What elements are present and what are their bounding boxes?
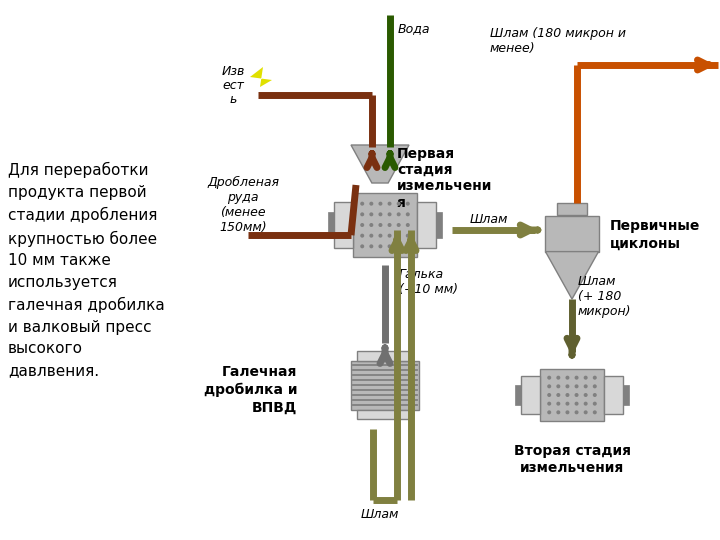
Text: Первичные
циклоны: Первичные циклоны xyxy=(610,219,701,251)
Circle shape xyxy=(575,402,579,406)
Bar xyxy=(436,212,442,238)
Bar xyxy=(351,361,419,409)
Bar xyxy=(357,352,413,361)
Circle shape xyxy=(584,384,588,388)
Circle shape xyxy=(547,393,552,397)
Circle shape xyxy=(360,201,364,206)
Bar xyxy=(540,369,604,421)
Circle shape xyxy=(379,244,382,248)
Bar xyxy=(334,202,353,248)
Circle shape xyxy=(379,234,382,238)
Text: Галька
(+10 мм): Галька (+10 мм) xyxy=(399,268,458,296)
Circle shape xyxy=(360,223,364,227)
Circle shape xyxy=(575,393,579,397)
Circle shape xyxy=(557,376,560,380)
Circle shape xyxy=(397,223,400,227)
Bar xyxy=(417,202,436,248)
Bar xyxy=(515,384,521,406)
Circle shape xyxy=(547,384,552,388)
Bar xyxy=(546,215,598,252)
Circle shape xyxy=(565,376,570,380)
Circle shape xyxy=(397,212,400,217)
Text: Шлам: Шлам xyxy=(470,213,508,226)
Circle shape xyxy=(547,402,552,406)
Circle shape xyxy=(557,384,560,388)
Polygon shape xyxy=(351,145,409,183)
Circle shape xyxy=(369,234,374,238)
Circle shape xyxy=(387,234,392,238)
Circle shape xyxy=(387,212,392,217)
Circle shape xyxy=(557,402,560,406)
Circle shape xyxy=(387,223,392,227)
Circle shape xyxy=(547,376,552,380)
Text: Для переработки
продукта первой
стадии дробления
крупностью более
10 мм также
ис: Для переработки продукта первой стадии д… xyxy=(8,162,165,378)
Circle shape xyxy=(406,212,410,217)
Circle shape xyxy=(369,212,374,217)
Circle shape xyxy=(369,201,374,206)
Text: Шлам: Шлам xyxy=(361,508,399,521)
Circle shape xyxy=(575,376,579,380)
Circle shape xyxy=(565,384,570,388)
Circle shape xyxy=(584,376,588,380)
Circle shape xyxy=(584,393,588,397)
Circle shape xyxy=(593,402,597,406)
Circle shape xyxy=(360,234,364,238)
Circle shape xyxy=(406,244,410,248)
Text: Шлам (180 микрон и
менее): Шлам (180 микрон и менее) xyxy=(490,27,626,55)
Circle shape xyxy=(360,244,364,248)
Text: Галечная
дробилка и
ВПВД: Галечная дробилка и ВПВД xyxy=(204,366,297,415)
Circle shape xyxy=(593,393,597,397)
Text: Вода: Вода xyxy=(398,22,431,35)
Bar xyxy=(328,212,334,238)
Circle shape xyxy=(387,201,392,206)
Circle shape xyxy=(379,223,382,227)
Circle shape xyxy=(593,384,597,388)
Circle shape xyxy=(387,244,392,248)
Circle shape xyxy=(593,376,597,380)
Circle shape xyxy=(547,410,552,414)
Polygon shape xyxy=(546,252,598,299)
Circle shape xyxy=(565,393,570,397)
Circle shape xyxy=(575,410,579,414)
Text: Дробленая
руда
(менее
150мм): Дробленая руда (менее 150мм) xyxy=(207,176,279,234)
Circle shape xyxy=(557,393,560,397)
Circle shape xyxy=(397,201,400,206)
Bar xyxy=(604,376,623,414)
Circle shape xyxy=(406,201,410,206)
Text: Шлам
(+ 180
микрон): Шлам (+ 180 микрон) xyxy=(578,275,631,318)
Circle shape xyxy=(584,402,588,406)
Circle shape xyxy=(557,410,560,414)
Circle shape xyxy=(584,410,588,414)
Text: Изв
ест
ь: Изв ест ь xyxy=(221,65,245,106)
Polygon shape xyxy=(250,67,272,87)
Circle shape xyxy=(397,244,400,248)
Circle shape xyxy=(369,244,374,248)
Bar xyxy=(357,409,413,418)
Circle shape xyxy=(575,384,579,388)
Bar xyxy=(353,193,417,257)
Circle shape xyxy=(360,212,364,217)
Bar xyxy=(623,384,629,406)
Circle shape xyxy=(397,234,400,238)
Bar xyxy=(521,376,540,414)
Bar xyxy=(557,203,587,215)
Circle shape xyxy=(565,410,570,414)
Text: Первая
стадия
измельчени
я: Первая стадия измельчени я xyxy=(397,147,492,210)
Circle shape xyxy=(406,234,410,238)
Circle shape xyxy=(565,402,570,406)
Circle shape xyxy=(379,201,382,206)
Circle shape xyxy=(406,223,410,227)
Circle shape xyxy=(379,212,382,217)
Circle shape xyxy=(593,410,597,414)
Circle shape xyxy=(369,223,374,227)
Text: Вторая стадия
измельчения: Вторая стадия измельчения xyxy=(513,444,631,475)
